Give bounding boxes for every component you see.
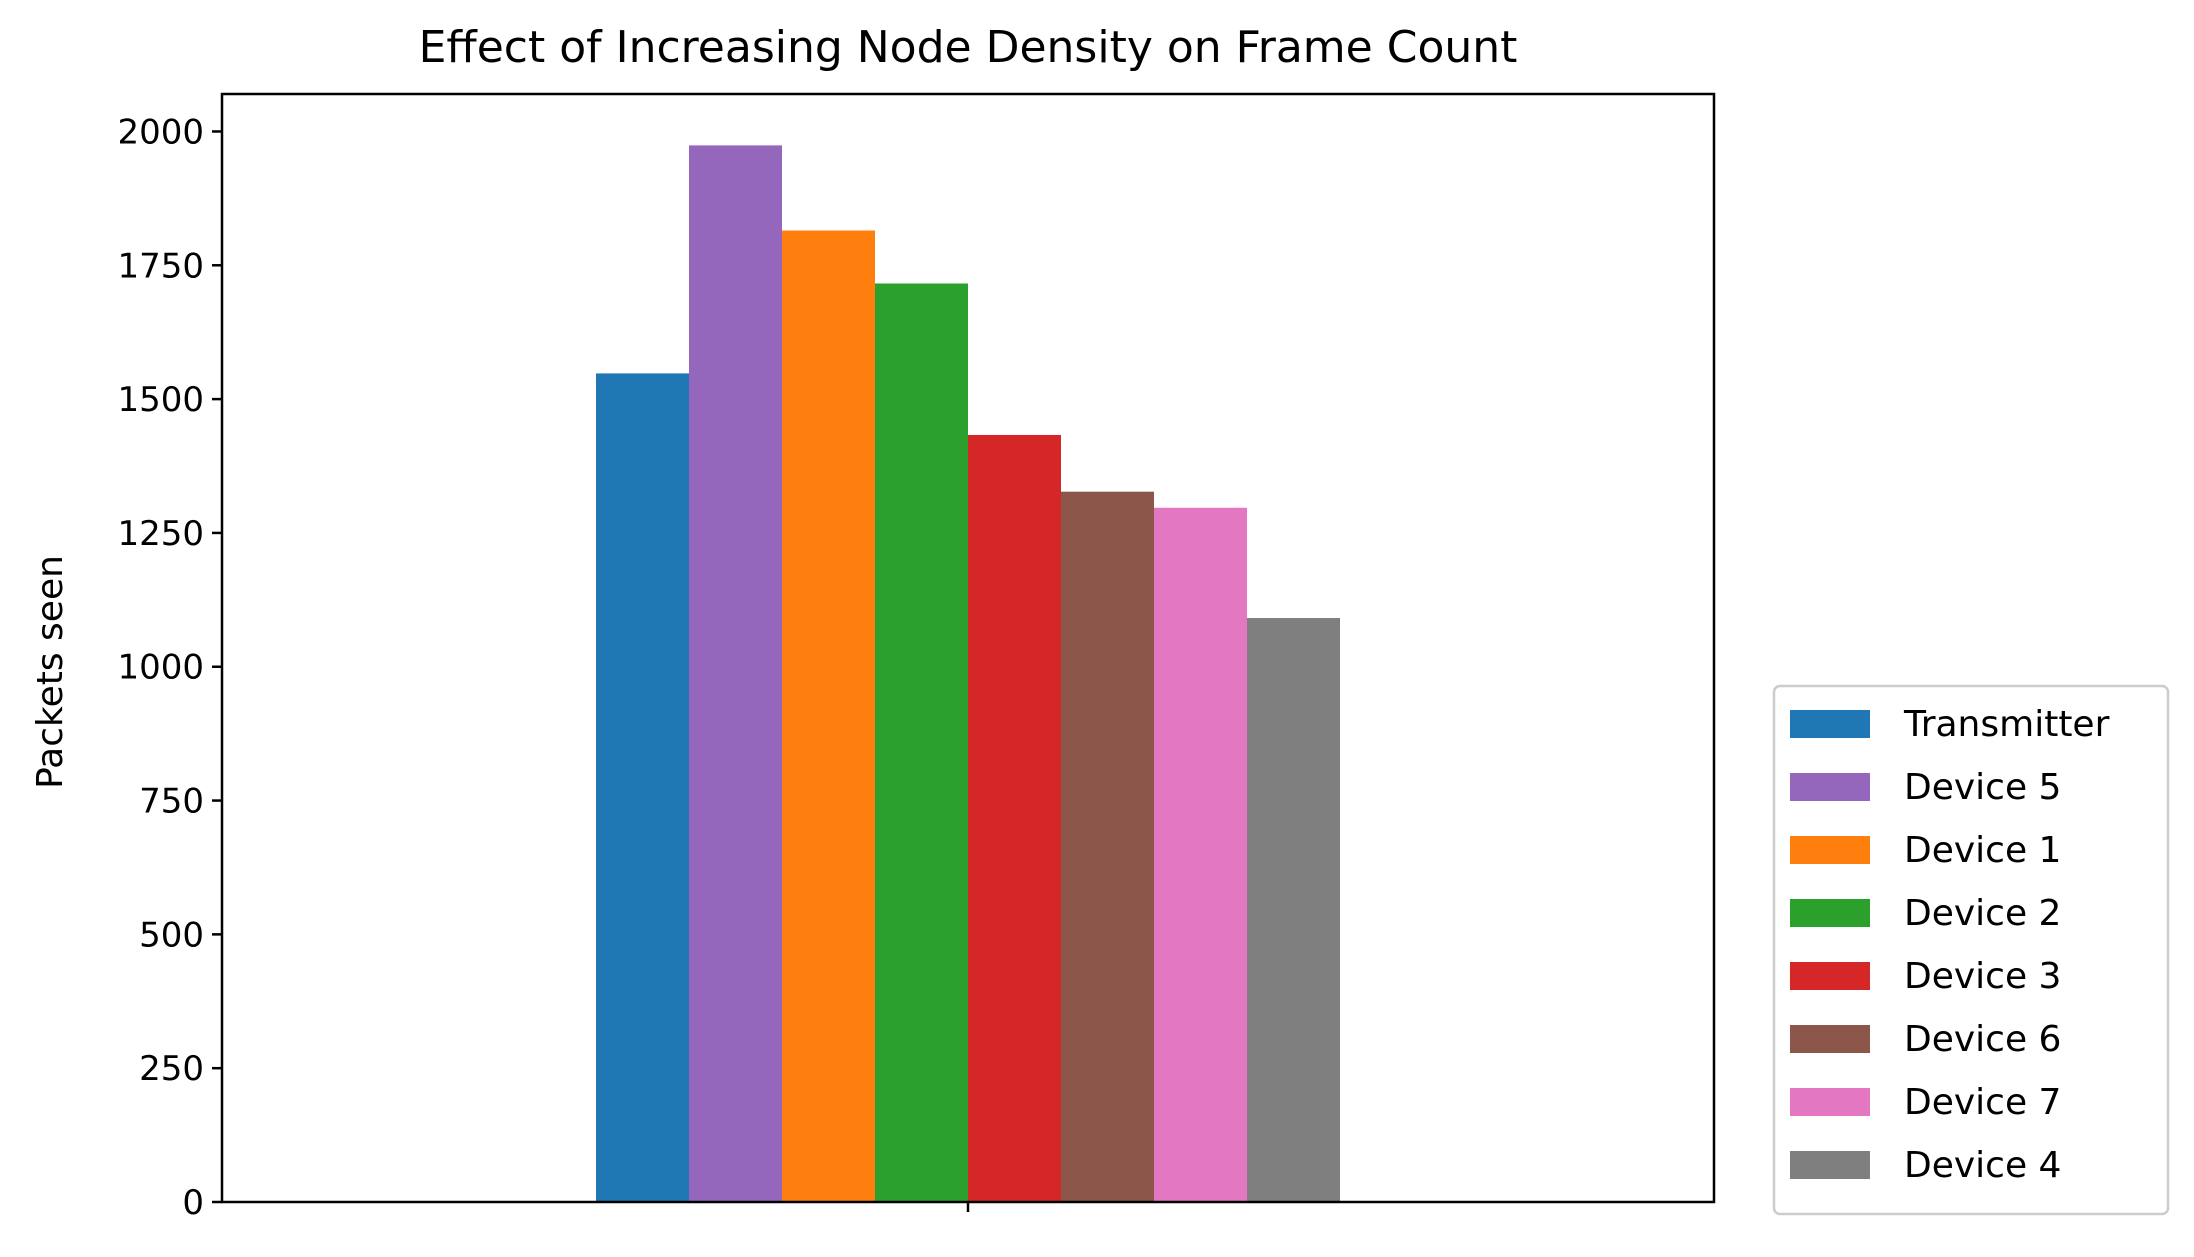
legend-label-transmitter: Transmitter [1903,704,2110,745]
y-tick-label: 1750 [117,246,204,286]
legend-label-device-1: Device 1 [1904,830,2061,871]
y-axis-label: Packets seen [30,555,71,789]
legend-label-device-6: Device 6 [1904,1019,2061,1060]
bar-device-7 [1154,507,1247,1202]
y-axis: 0 250 500 750 1000 1250 1500 1750 2000 [117,112,222,1223]
legend-swatch-device-5 [1790,773,1870,801]
legend-swatch-device-3 [1790,962,1870,990]
legend-label-device-5: Device 5 [1904,767,2061,808]
bar-device-1 [782,230,875,1203]
legend-box [1772,684,2170,1216]
y-tick-label: 1000 [117,648,204,688]
legend-swatch-device-2 [1790,899,1870,927]
bar-device-3 [968,434,1061,1203]
plot-frame [220,92,1716,1204]
legend-swatch-device-7 [1790,1088,1870,1116]
legend-label-device-3: Device 3 [1904,956,2061,997]
bars [596,145,1340,1203]
legend-swatch-device-4 [1790,1151,1870,1179]
bar-device-4 [1247,618,1340,1202]
legend-swatch-device-6 [1790,1025,1870,1053]
legend-swatch-device-1 [1790,836,1870,864]
legend-label-device-2: Device 2 [1904,893,2061,934]
y-tick-label: 1500 [117,380,204,420]
bar-transmitter [596,373,689,1202]
y-tick-label: 750 [139,782,204,822]
legend: Transmitter Device 5 Device 1 Device 2 Devic… [1772,684,2170,1216]
y-tick-label: 500 [139,915,204,955]
y-tick-label: 1250 [117,514,204,554]
bar-device-2 [875,283,968,1202]
chart-title: Effect of Increasing Node Density on Fra… [419,22,1518,73]
bar-device-5 [689,145,782,1203]
y-tick-label: 250 [139,1049,204,1089]
legend-label-device-4: Device 4 [1904,1145,2061,1186]
y-tick-label: 0 [182,1183,204,1223]
legend-label-device-7: Device 7 [1904,1082,2061,1123]
legend-swatch-transmitter [1790,710,1870,738]
bar-device-6 [1061,491,1154,1203]
y-tick-label: 2000 [117,112,204,152]
